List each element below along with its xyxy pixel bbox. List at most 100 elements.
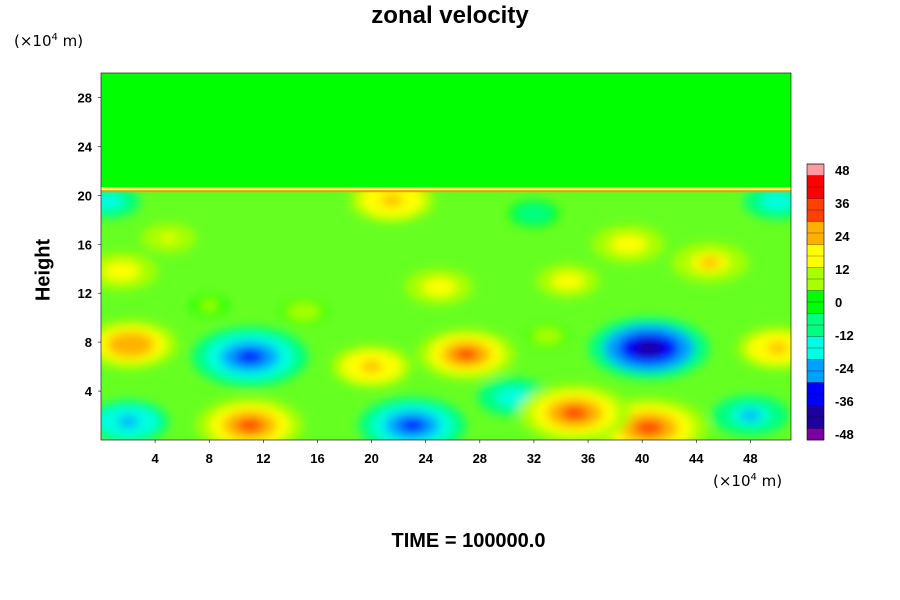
y-tick-label: 24: [78, 139, 93, 154]
tropopause-band: [101, 187, 791, 191]
field-blob: [633, 340, 665, 357]
x-tick-label: 28: [473, 451, 487, 466]
field-blob: [398, 418, 426, 433]
plot-frame: [100, 72, 792, 441]
y-unit-exponent: 4: [51, 32, 58, 43]
y-tick-label: 16: [78, 237, 92, 252]
x-tick-label: 48: [743, 451, 757, 466]
x-tick-label: 16: [310, 451, 324, 466]
x-tick-label: 8: [206, 451, 213, 466]
colorbar-swatch: [807, 256, 824, 268]
field-blob: [542, 333, 553, 339]
y-unit-suffix: m): [57, 32, 84, 50]
colorbar-swatch: [807, 417, 824, 429]
chart-title: zonal velocity: [371, 2, 529, 29]
y-tick-label: 28: [78, 90, 92, 105]
colorbar-swatch: [807, 336, 824, 349]
x-tick-label: 12: [256, 451, 270, 466]
field-blob: [767, 342, 788, 354]
colorbar-tick-label: 0: [835, 295, 842, 310]
x-tick-label: 24: [418, 451, 433, 466]
colorbar-tick-label: -12: [835, 328, 854, 343]
field-blob: [118, 338, 143, 351]
colorbar-swatch: [807, 382, 824, 395]
colorbar-swatch: [807, 359, 824, 372]
x-unit-exponent: 4: [750, 472, 757, 483]
field-blob: [740, 410, 761, 421]
x-unit-prefix: (×10: [713, 472, 751, 490]
x-tick-label: 44: [689, 451, 704, 466]
colorbar-tick-label: 12: [835, 262, 849, 277]
field-blob: [298, 308, 310, 315]
y-axis-ticks: 4 8 12 16 20 24 28: [78, 90, 101, 399]
colorbar-tick-label: 24: [835, 229, 850, 244]
x-unit-suffix: m): [756, 472, 783, 490]
x-tick-label: 4: [152, 451, 160, 466]
field-blob: [527, 210, 541, 218]
colorbar-frame: [806, 163, 825, 441]
plot-area: [101, 73, 791, 440]
colorbar-swatch: [807, 175, 824, 188]
field-blob: [361, 361, 382, 372]
field-blob: [430, 282, 448, 292]
colorbar: [806, 163, 825, 441]
colorbar-swatch: [807, 279, 824, 291]
colorbar-swatch: [807, 164, 824, 176]
colorbar-swatch: [807, 325, 824, 337]
y-tick-label: 8: [85, 335, 92, 350]
tropopause-band-lower: [101, 190, 791, 193]
field-blob: [619, 239, 638, 250]
field-blob: [634, 420, 664, 436]
colorbar-ticks: 48 36 24 12 0 -12 -24 -36 -48: [835, 163, 855, 442]
field-blob: [236, 418, 264, 433]
x-tick-label: 40: [635, 451, 649, 466]
y-unit-prefix: (×10: [14, 32, 52, 50]
time-label: TIME = 100000.0: [391, 530, 546, 552]
y-tick-label: 12: [78, 286, 92, 301]
field-blob: [559, 276, 576, 286]
field-blob: [117, 416, 139, 427]
field-blob: [700, 257, 720, 268]
x-axis-ticks: 4 8 12 16 20 24 28 32 36 40 44 48: [152, 440, 758, 466]
field-blob: [768, 196, 787, 206]
x-tick-label: 36: [581, 451, 595, 466]
field-blob: [453, 347, 479, 361]
field-blob: [204, 302, 214, 309]
x-tick-label: 20: [364, 451, 378, 466]
colorbar-tick-label: 36: [835, 196, 849, 211]
field-blob: [161, 234, 176, 242]
colorbar-swatch: [807, 302, 824, 314]
colorbar-swatch: [807, 210, 824, 222]
field-blob: [101, 197, 116, 206]
colorbar-swatch: [807, 187, 824, 199]
x-axis-unit: (×104 m): [713, 472, 782, 490]
colorbar-tick-label: 48: [835, 163, 849, 178]
x-tick-label: 32: [527, 451, 541, 466]
colorbar-swatch: [807, 244, 824, 257]
colorbar-swatch: [807, 428, 824, 441]
colorbar-swatch: [807, 371, 824, 383]
colorbar-tick-label: -36: [835, 394, 854, 409]
colorbar-swatch: [807, 313, 824, 326]
colorbar-swatch: [807, 267, 824, 280]
colorbar-swatch: [807, 233, 824, 245]
field-blob: [560, 405, 589, 421]
colorbar-swatch: [807, 394, 824, 406]
y-axis-unit: (×104 m): [14, 32, 83, 50]
colorbar-tick-label: -24: [835, 361, 855, 376]
colorbar-swatch: [807, 198, 824, 211]
colorbar-swatch: [807, 348, 824, 360]
colorbar-tick-label: -48: [835, 427, 854, 442]
field-blob: [504, 392, 523, 402]
upper-layer: [101, 73, 791, 190]
field-blobs: [101, 177, 791, 440]
field-blob: [235, 349, 265, 365]
field-blob: [112, 266, 131, 276]
colorbar-swatch: [807, 405, 824, 418]
y-tick-label: 20: [78, 188, 92, 203]
colorbar-swatch: [807, 290, 824, 303]
field-blob: [381, 194, 403, 206]
y-tick-label: 4: [85, 384, 93, 399]
colorbar-swatch: [807, 221, 824, 234]
